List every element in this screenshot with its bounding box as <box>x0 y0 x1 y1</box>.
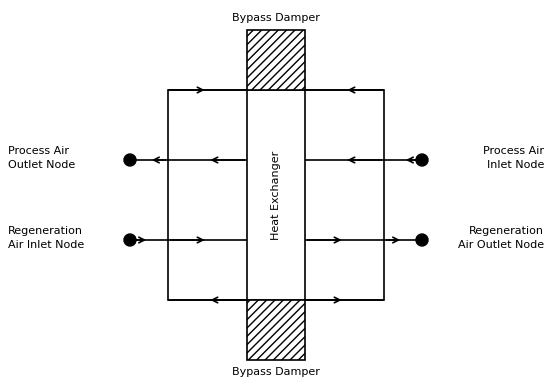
Circle shape <box>124 234 136 246</box>
Text: Regeneration
Air Inlet Node: Regeneration Air Inlet Node <box>8 227 84 250</box>
Bar <box>247 300 305 360</box>
Circle shape <box>416 154 428 166</box>
Circle shape <box>416 234 428 246</box>
Bar <box>247 90 305 300</box>
Bar <box>247 30 305 90</box>
Circle shape <box>124 154 136 166</box>
Text: Process Air
Outlet Node: Process Air Outlet Node <box>8 146 75 169</box>
Text: Process Air
Inlet Node: Process Air Inlet Node <box>483 146 544 169</box>
Text: Bypass Damper: Bypass Damper <box>232 13 320 23</box>
Text: Regeneration
Air Outlet Node: Regeneration Air Outlet Node <box>458 227 544 250</box>
Text: Heat Exchanger: Heat Exchanger <box>271 151 281 240</box>
Text: Bypass Damper: Bypass Damper <box>232 367 320 377</box>
Bar <box>168 90 384 300</box>
